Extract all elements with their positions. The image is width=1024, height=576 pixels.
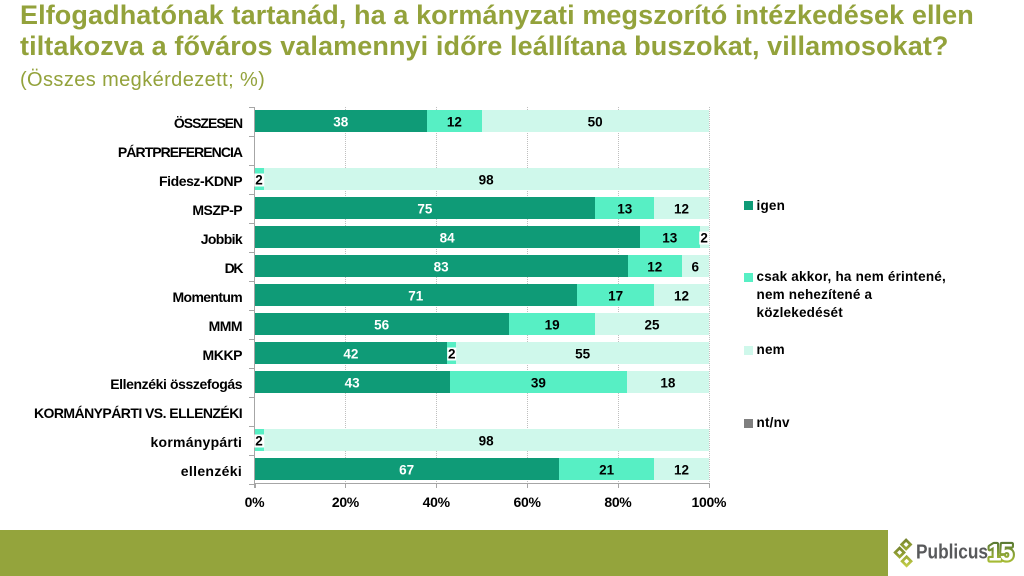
svg-text:15: 15 bbox=[988, 540, 1013, 567]
svg-text:Publicus: Publicus bbox=[916, 542, 988, 564]
